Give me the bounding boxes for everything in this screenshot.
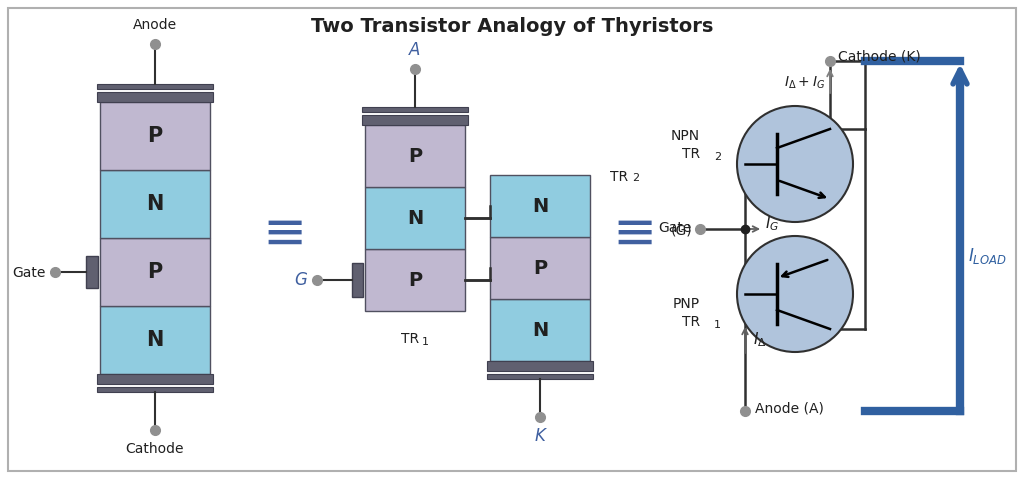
Text: N: N: [407, 208, 423, 228]
Text: TR: TR: [610, 170, 628, 184]
Text: ≡: ≡: [613, 208, 657, 260]
Text: A: A: [410, 41, 421, 59]
Bar: [487, 361, 593, 371]
Text: PNP: PNP: [673, 297, 700, 311]
Text: $I_{\Delta}+I_G$: $I_{\Delta}+I_G$: [783, 75, 825, 91]
Bar: [97, 92, 213, 102]
Circle shape: [737, 106, 853, 222]
Text: N: N: [531, 320, 548, 340]
Bar: [490, 175, 590, 237]
Text: TR: TR: [682, 147, 700, 161]
Text: Anode: Anode: [133, 18, 177, 32]
Bar: [362, 107, 468, 112]
Bar: [97, 84, 213, 89]
Text: 1: 1: [422, 337, 428, 347]
Text: N: N: [146, 330, 164, 350]
Bar: [100, 306, 210, 374]
Bar: [97, 387, 213, 392]
Bar: [490, 237, 590, 299]
Text: TR: TR: [401, 332, 419, 346]
Text: P: P: [147, 126, 163, 146]
Text: Cathode: Cathode: [126, 442, 184, 456]
Bar: [365, 125, 465, 187]
Text: P: P: [408, 147, 422, 166]
Text: P: P: [532, 259, 547, 277]
Text: N: N: [146, 194, 164, 214]
Text: P: P: [408, 271, 422, 289]
Text: Anode (A): Anode (A): [755, 402, 824, 416]
Text: N: N: [531, 196, 548, 216]
Text: Two Transistor Analogy of Thyristors: Two Transistor Analogy of Thyristors: [311, 17, 713, 36]
Text: 1: 1: [714, 320, 721, 330]
Text: 2: 2: [632, 173, 639, 183]
Text: 2: 2: [714, 152, 721, 162]
Bar: [362, 115, 468, 125]
Text: ≡: ≡: [263, 208, 307, 260]
Bar: [100, 102, 210, 170]
Bar: [487, 374, 593, 379]
Text: Gate: Gate: [658, 221, 692, 235]
Text: $I_{\Delta}$: $I_{\Delta}$: [753, 331, 767, 349]
Text: P: P: [147, 262, 163, 282]
Bar: [365, 187, 465, 249]
Circle shape: [737, 236, 853, 352]
Text: G: G: [294, 271, 307, 289]
Bar: [352, 263, 362, 297]
Bar: [490, 299, 590, 361]
Text: $I_G$: $I_G$: [765, 214, 779, 233]
Text: NPN: NPN: [671, 129, 700, 143]
Bar: [86, 256, 98, 288]
Text: K: K: [535, 427, 546, 445]
Bar: [100, 238, 210, 306]
Text: (G): (G): [671, 223, 692, 237]
Bar: [97, 374, 213, 384]
Bar: [100, 170, 210, 238]
Text: $I_{LOAD}$: $I_{LOAD}$: [968, 246, 1007, 266]
Text: TR: TR: [682, 315, 700, 329]
Bar: [365, 249, 465, 311]
Text: Cathode (K): Cathode (K): [838, 49, 921, 63]
Text: Gate: Gate: [12, 266, 46, 280]
